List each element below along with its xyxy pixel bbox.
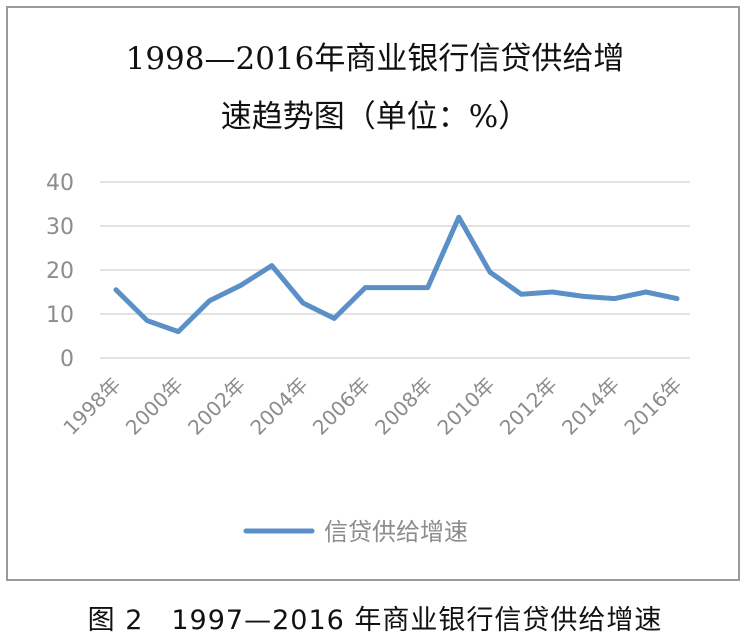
y-tick-label: 40 bbox=[46, 171, 74, 196]
y-axis-ticks: 0 10 20 30 40 bbox=[46, 171, 74, 372]
legend: 信贷供给增速 bbox=[243, 518, 468, 546]
series-line bbox=[113, 214, 680, 335]
x-tick-label: 2010年 bbox=[432, 373, 499, 440]
y-tick-label: 30 bbox=[46, 215, 74, 240]
y-tick-label: 20 bbox=[46, 259, 74, 284]
x-tick-label: 2014年 bbox=[557, 373, 624, 440]
x-tick-label: 2016年 bbox=[619, 373, 686, 440]
gridlines bbox=[100, 181, 690, 359]
x-tick-label: 1998年 bbox=[58, 373, 125, 440]
series-lines bbox=[113, 214, 680, 335]
chart-title-line-1: 1998—2016年商业银行信贷供给增 bbox=[125, 41, 625, 77]
x-tick-label: 2008年 bbox=[370, 373, 437, 440]
y-tick-label: 0 bbox=[60, 347, 74, 372]
x-tick-label: 2000年 bbox=[121, 373, 188, 440]
x-tick-label: 2004年 bbox=[245, 373, 312, 440]
x-tick-label: 2006年 bbox=[308, 373, 375, 440]
chart-title: 1998—2016年商业银行信贷供给增 速趋势图（单位：%） bbox=[0, 30, 750, 146]
x-tick-label: 2002年 bbox=[183, 373, 250, 440]
x-tick-label: 2012年 bbox=[495, 373, 562, 440]
figure-caption: 图 2 1997—2016 年商业银行信贷供给增速 bbox=[87, 605, 663, 636]
x-axis-ticks: 1998年2000年2002年2004年2006年2008年2010年2012年… bbox=[58, 373, 686, 440]
chart-title-line-2: 速趋势图（单位：%） bbox=[220, 99, 530, 135]
y-tick-label: 10 bbox=[46, 303, 74, 328]
legend-label: 信贷供给增速 bbox=[324, 518, 468, 546]
chart-frame bbox=[6, 6, 740, 581]
